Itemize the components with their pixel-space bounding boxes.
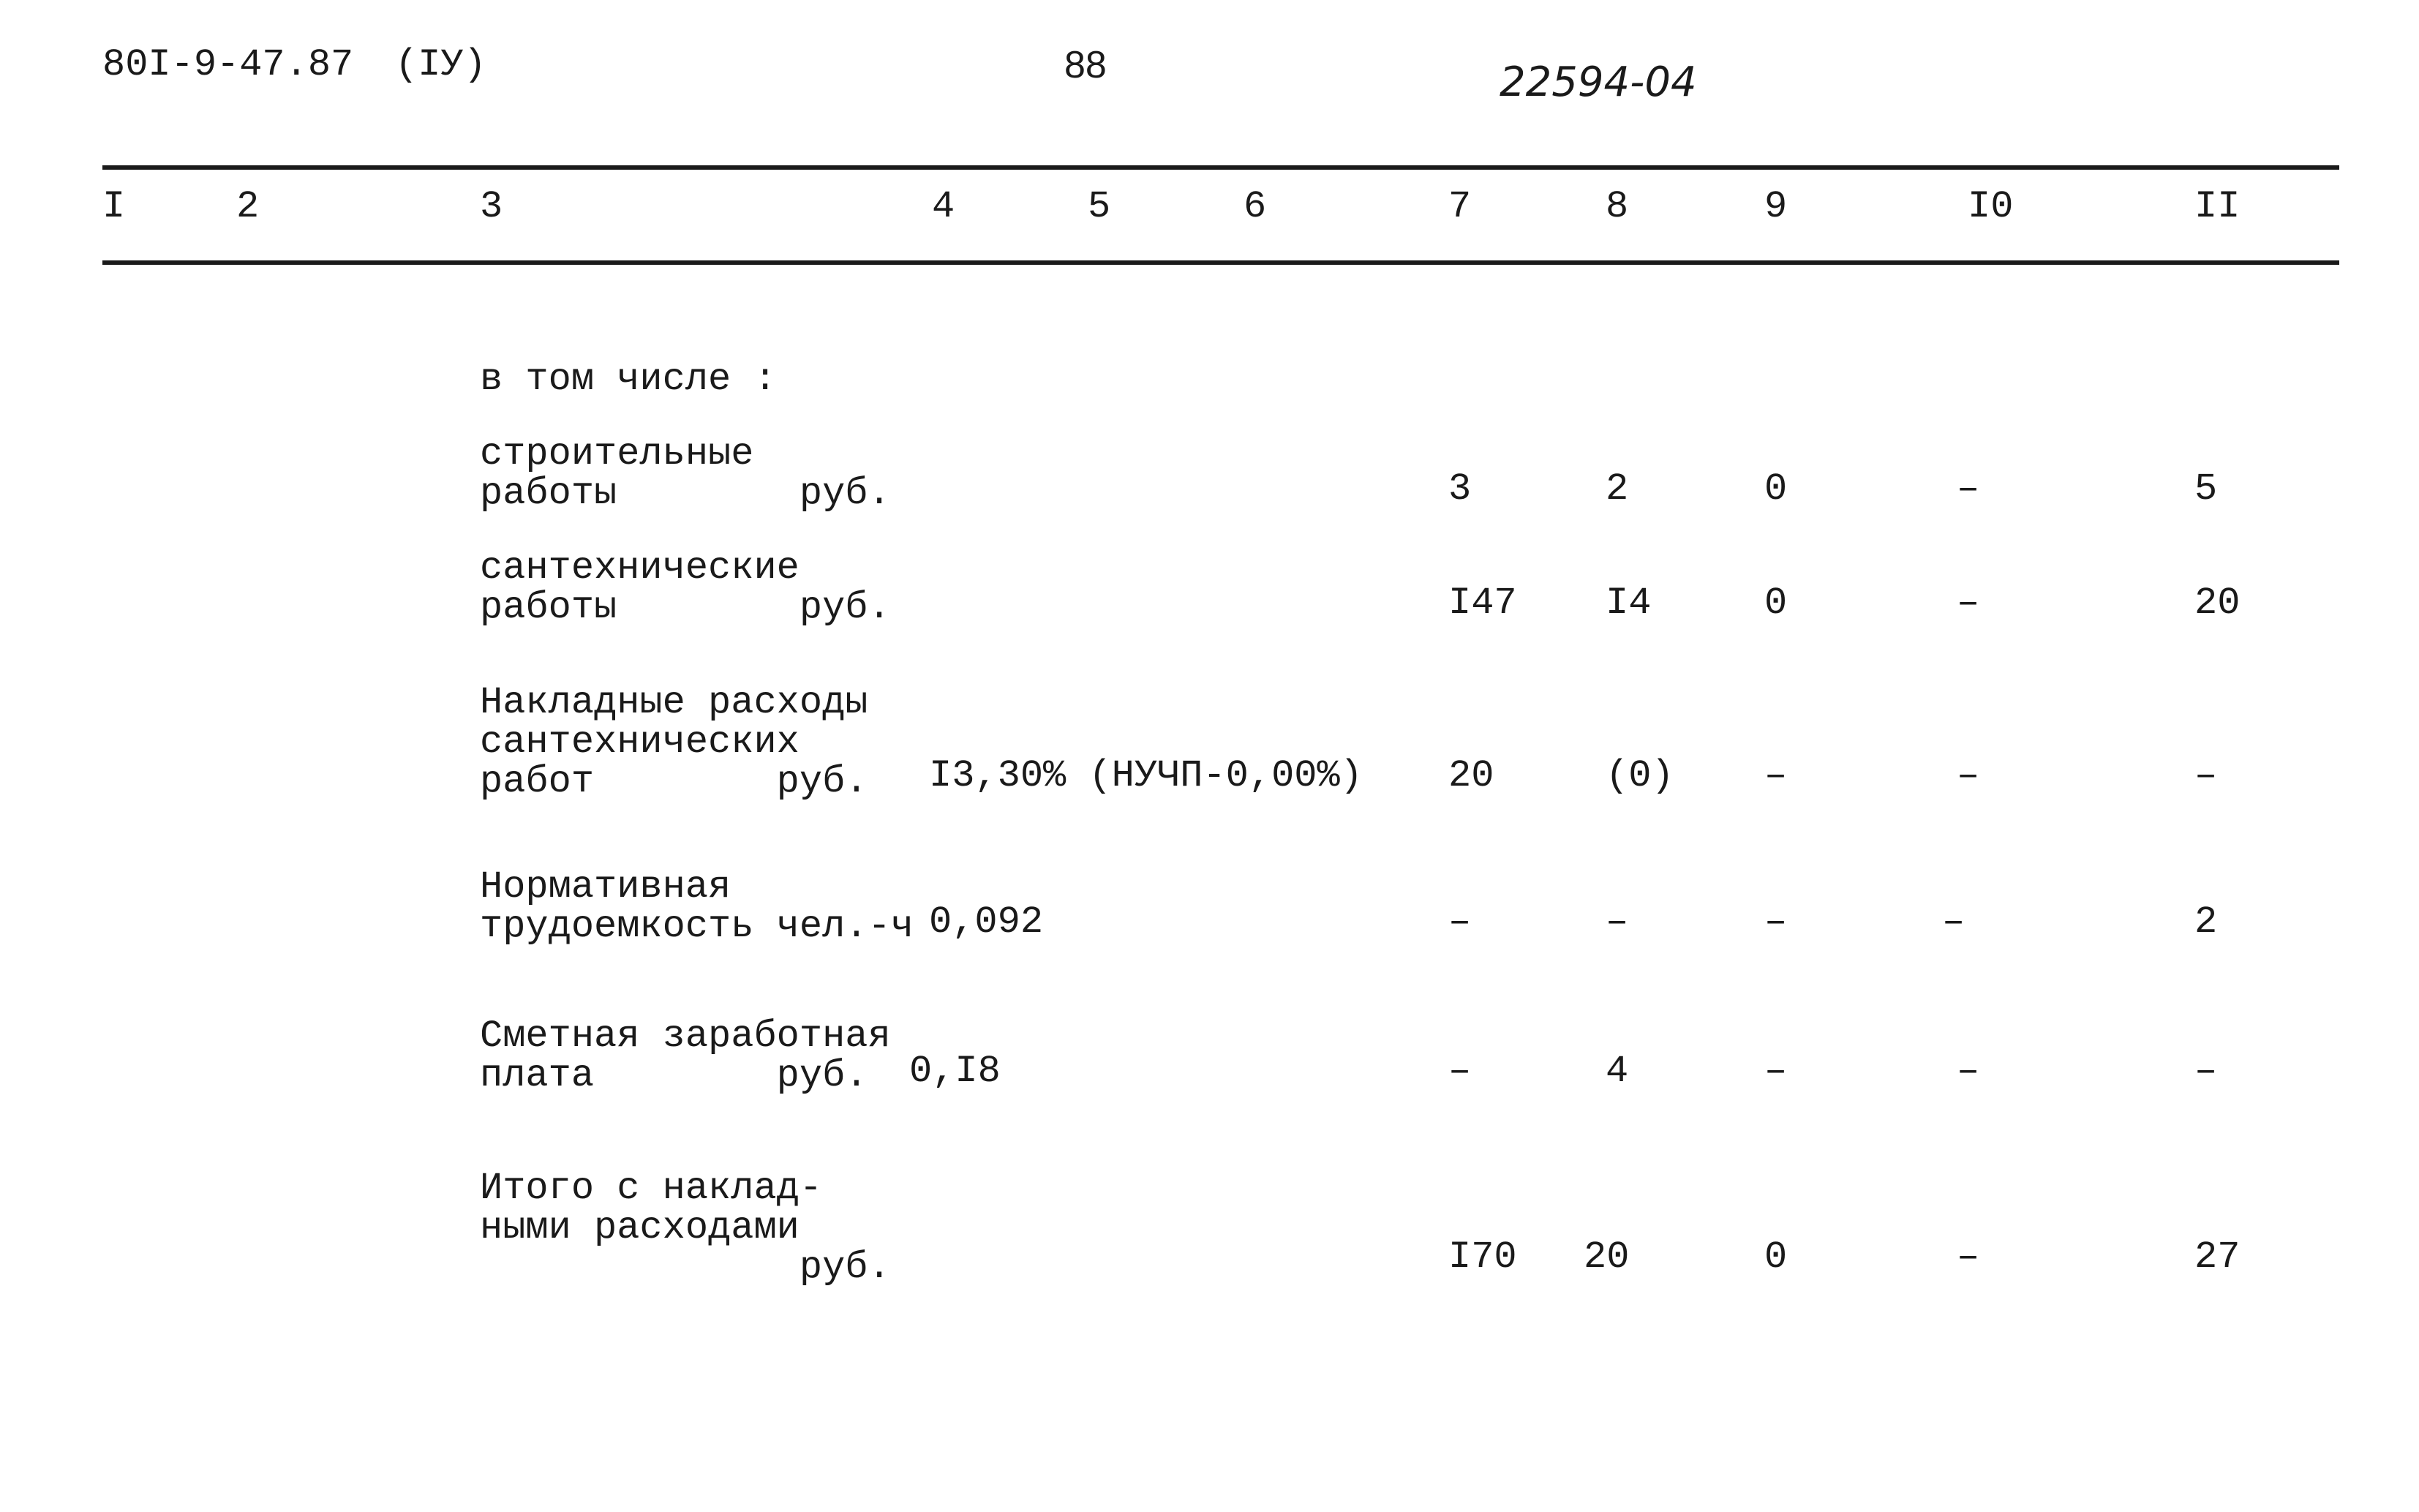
cell-col-11: 2 [2194, 900, 2218, 944]
header-bottom-rule [102, 260, 2339, 265]
cell-col-9: 0 [1764, 1235, 1788, 1279]
col-8-number: 8 [1606, 185, 1629, 228]
row-label-line: строительные [480, 432, 754, 475]
page-number: 88 [1064, 44, 1107, 86]
cell-col-10: – [1957, 467, 1980, 511]
row-label-line: Накладные расходы [480, 681, 868, 724]
cell-col-8: 4 [1606, 1050, 1629, 1093]
cell-col-8: – [1606, 900, 1629, 944]
top-rule [102, 165, 2339, 170]
row-label-line: руб. [480, 1246, 891, 1289]
row-label-line: Сметная заработная [480, 1015, 891, 1058]
col-2-number: 2 [236, 185, 260, 228]
row-label-line: работ руб. [480, 760, 868, 803]
cell-col-7: – [1448, 1050, 1472, 1093]
cell-col-10: – [1957, 754, 1980, 797]
cell-col-9: 0 [1764, 582, 1788, 625]
row-label: Итого с наклад-ными расходами руб. [480, 1169, 891, 1287]
section-intro: в том числе : [480, 358, 777, 401]
col-6-number: 6 [1244, 185, 1267, 228]
cell-col-8: 2 [1606, 467, 1629, 511]
cell-col-7: I70 [1448, 1235, 1517, 1279]
col-5-number: 5 [1088, 185, 1111, 228]
cell-col-11: – [2194, 754, 2218, 797]
row-label-line: сантехнические [480, 546, 800, 590]
cell-col-11: 20 [2194, 582, 2241, 625]
col-3-number: 3 [480, 185, 503, 228]
row-label-line: Нормативная [480, 865, 731, 909]
row-label: строительные работы руб. [480, 435, 891, 514]
volume-label: (IУ) [395, 43, 486, 86]
row-label-line: плата руб. [480, 1054, 868, 1097]
inventory-stamp: 22594-04 [1500, 59, 1697, 106]
row-label-line: ными расходами [480, 1206, 800, 1249]
row-label-line: трудоемкость чел.-ч [480, 905, 914, 948]
cell-col-10: – [1957, 1050, 1980, 1093]
cell-col-4-norm: 0,092 [929, 900, 1044, 944]
cell-col-4-norm: I3,30% (НУЧП-0,00%) [929, 754, 1363, 797]
cell-col-11: – [2194, 1050, 2218, 1093]
cell-col-7: – [1448, 900, 1472, 944]
cell-col-8: 20 [1584, 1235, 1630, 1279]
row-label-line: работы руб. [480, 472, 891, 515]
col-4-number: 4 [932, 185, 955, 228]
cell-col-7: 3 [1448, 467, 1472, 511]
row-label: Нормативная трудоемкость чел.-ч [480, 868, 914, 947]
col-11-number: II [2194, 185, 2241, 228]
row-label: сантехнические работы руб. [480, 549, 891, 628]
cell-col-10: – [1957, 1235, 1980, 1279]
col-9-number: 9 [1764, 185, 1788, 228]
cell-col-10: – [1942, 900, 1965, 944]
cell-col-4-norm: 0,I8 [909, 1050, 1001, 1093]
cell-col-9: – [1764, 754, 1788, 797]
cell-col-9: 0 [1764, 467, 1788, 511]
cell-col-9: – [1764, 1050, 1788, 1093]
col-7-number: 7 [1448, 185, 1472, 228]
cell-col-11: 27 [2194, 1235, 2241, 1279]
cell-col-7: 20 [1448, 754, 1494, 797]
cell-col-7: I47 [1448, 582, 1517, 625]
row-label-line: работы руб. [480, 586, 891, 629]
document-code: 80I-9-47.87 [102, 43, 354, 86]
cell-col-10: – [1957, 582, 1980, 625]
cell-col-11: 5 [2194, 467, 2218, 511]
cell-col-9: – [1764, 900, 1788, 944]
col-10-number: I0 [1968, 185, 2014, 228]
cell-col-8: (0) [1606, 754, 1674, 797]
row-label: Сметная заработная плата руб. [480, 1017, 891, 1096]
col-1-number: I [102, 185, 126, 228]
row-label-line: Итого с наклад- [480, 1167, 823, 1210]
row-label-line: сантехнических [480, 721, 800, 764]
cell-col-8: I4 [1606, 582, 1652, 625]
row-label: Накладные расходы сантехнических работ руб… [480, 683, 868, 802]
